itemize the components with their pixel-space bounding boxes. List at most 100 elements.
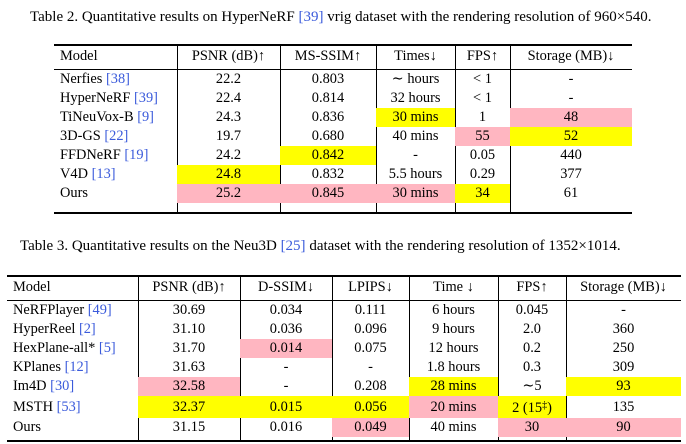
cell-fps: 30 bbox=[498, 418, 566, 437]
table-row: FFDNeRF [19] 24.2 0.842 - 0.05 440 bbox=[54, 146, 632, 165]
table3-caption: Table 3. Quantitative results on the Neu… bbox=[20, 237, 621, 255]
citation-link[interactable]: [38] bbox=[105, 71, 130, 87]
cell-times: 30 mins bbox=[376, 108, 455, 127]
table-row: Ours 31.15 0.016 0.049 40 mins 30 90 bbox=[7, 418, 681, 437]
table2-header-rule bbox=[54, 69, 632, 70]
cell-storage: 93 bbox=[566, 377, 681, 396]
table-row: Nerfies [38] 22.2 0.803 ∼ hours < 1 - bbox=[54, 70, 632, 89]
cell-lpips: 0.208 bbox=[354, 378, 387, 394]
citation-link[interactable]: [2] bbox=[78, 321, 96, 337]
cell-storage: 48 bbox=[510, 108, 632, 127]
cell-time: 6 hours bbox=[432, 302, 475, 318]
table2-top-rule bbox=[54, 44, 632, 46]
cell-fps: < 1 bbox=[473, 90, 492, 106]
cell-times: - bbox=[413, 147, 418, 163]
cell-storage: - bbox=[568, 71, 574, 87]
citation-link[interactable]: [53] bbox=[56, 398, 81, 415]
cell-storage: 135 bbox=[612, 398, 635, 415]
table-row: HexPlane-all* [5] 31.70 0.014 0.075 12 h… bbox=[7, 339, 681, 358]
cell-psnr: 32.37 bbox=[138, 396, 240, 418]
citation-link[interactable]: [22] bbox=[104, 128, 129, 144]
cell-fps: 34 bbox=[455, 184, 510, 203]
cell-fps: 0.2 bbox=[523, 340, 541, 356]
citation-link[interactable]: [9] bbox=[137, 109, 154, 125]
model-name: FFDNeRF [19] bbox=[60, 147, 149, 163]
table2-caption-citation[interactable]: [39] bbox=[298, 9, 324, 25]
cell-msssim: 0.814 bbox=[311, 90, 345, 106]
cell-psnr: 22.2 bbox=[215, 71, 242, 87]
cell-lpips: - bbox=[368, 359, 373, 375]
cell-time: 28 mins bbox=[409, 377, 498, 396]
citation-link[interactable]: [19] bbox=[124, 147, 149, 163]
cell-storage: 440 bbox=[560, 147, 582, 163]
citation-link[interactable]: [49] bbox=[87, 302, 112, 318]
cell-dssim: - bbox=[283, 359, 289, 375]
table2-caption-text-end: vrig dataset with the rendering resoluti… bbox=[323, 9, 652, 25]
table2-header-times: Times↓ bbox=[394, 48, 437, 64]
citation-link[interactable]: [39] bbox=[133, 90, 158, 106]
citation-link[interactable]: [30] bbox=[50, 378, 75, 394]
model-name: Nerfies [38] bbox=[60, 71, 130, 87]
cell-lpips: 0.075 bbox=[354, 340, 387, 356]
table2-caption: Table 2. Quantitative results on HyperNe… bbox=[30, 8, 651, 26]
table3-caption-text-end: dataset with the rendering resolution of… bbox=[305, 238, 621, 254]
citation-link[interactable]: [5] bbox=[98, 340, 116, 356]
cell-psnr: 19.7 bbox=[215, 128, 242, 144]
table3-caption-citation[interactable]: [25] bbox=[280, 238, 306, 254]
table2-header-row: Model PSNR (dB)↑ MS-SSIM↑ Times↓ FPS↑ St… bbox=[54, 47, 632, 66]
table-row: V4D [13] 24.8 0.832 5.5 hours 0.29 377 bbox=[54, 165, 632, 184]
cell-psnr: 30.69 bbox=[172, 302, 206, 318]
model-name: 3D-GS [22] bbox=[60, 128, 129, 144]
cell-storage: - bbox=[568, 90, 574, 106]
cell-msssim: 0.836 bbox=[311, 109, 345, 125]
cell-storage: 61 bbox=[563, 185, 579, 201]
cell-dssim: 0.034 bbox=[269, 302, 303, 318]
cell-fps: 55 bbox=[455, 127, 510, 146]
table-row: KPlanes [12] 31.63 - - 1.8 hours 0.3 309 bbox=[7, 358, 681, 377]
cell-msssim: 0.842 bbox=[280, 146, 376, 165]
table3-header-rule bbox=[7, 300, 681, 301]
table-row: NeRFPlayer [49] 30.69 0.034 0.111 6 hour… bbox=[7, 301, 681, 320]
table2-col-divider bbox=[177, 45, 178, 212]
table2-header-model: Model bbox=[60, 48, 98, 64]
model-name: Ours bbox=[13, 419, 41, 435]
citation-link[interactable]: [12] bbox=[64, 359, 89, 375]
cell-fps: 2.0 bbox=[523, 321, 541, 337]
cell-storage: 52 bbox=[510, 127, 632, 146]
cell-lpips: 0.111 bbox=[354, 302, 387, 318]
table3-header-lpips: LPIPS↓ bbox=[348, 279, 393, 295]
cell-psnr: 31.10 bbox=[172, 321, 206, 337]
cell-dssim: 0.016 bbox=[269, 419, 303, 435]
cell-lpips: 0.056 bbox=[332, 396, 409, 418]
model-name: NeRFPlayer [49] bbox=[13, 302, 112, 318]
cell-times: ∼ hours bbox=[391, 71, 440, 87]
cell-psnr: 31.70 bbox=[172, 340, 206, 356]
cell-dssim: 0.036 bbox=[269, 321, 303, 337]
table-row: Ours 25.2 0.845 30 mins 34 61 bbox=[54, 184, 632, 203]
table2-bottom-rule bbox=[54, 212, 632, 214]
cell-fps: 0.29 bbox=[469, 166, 496, 182]
cell-psnr: 24.3 bbox=[215, 109, 242, 125]
cell-time: 40 mins bbox=[430, 419, 477, 435]
citation-link[interactable]: [13] bbox=[91, 166, 116, 182]
cell-psnr: 24.2 bbox=[215, 147, 242, 163]
table3-col-divider bbox=[332, 276, 333, 440]
table3-col-divider bbox=[240, 276, 241, 440]
cell-time: 9 hours bbox=[432, 321, 475, 337]
table-row: MSTH [53] 32.37 0.015 0.056 20 mins 2 (1… bbox=[7, 396, 681, 418]
table3-col-divider bbox=[409, 276, 410, 440]
cell-fps: ∼5 bbox=[522, 378, 542, 394]
cell-dssim: - bbox=[283, 378, 289, 394]
cell-storage: 90 bbox=[566, 418, 681, 437]
cell-times: 30 mins bbox=[376, 184, 455, 203]
cell-storage: 309 bbox=[612, 359, 635, 375]
cell-msssim: 0.803 bbox=[311, 71, 345, 87]
cell-psnr: 31.15 bbox=[172, 419, 206, 435]
table3-header-row: Model PSNR (dB)↑ D-SSIM↓ LPIPS↓ Time ↓ F… bbox=[7, 278, 681, 297]
cell-fps: 1 bbox=[478, 109, 487, 125]
cell-fps: < 1 bbox=[473, 71, 492, 87]
model-name: HyperReel [2] bbox=[13, 321, 96, 337]
table2-caption-text: Table 2. Quantitative results on HyperNe… bbox=[30, 9, 299, 25]
model-name: V4D [13] bbox=[60, 166, 116, 182]
cell-time: 12 hours bbox=[428, 340, 479, 356]
